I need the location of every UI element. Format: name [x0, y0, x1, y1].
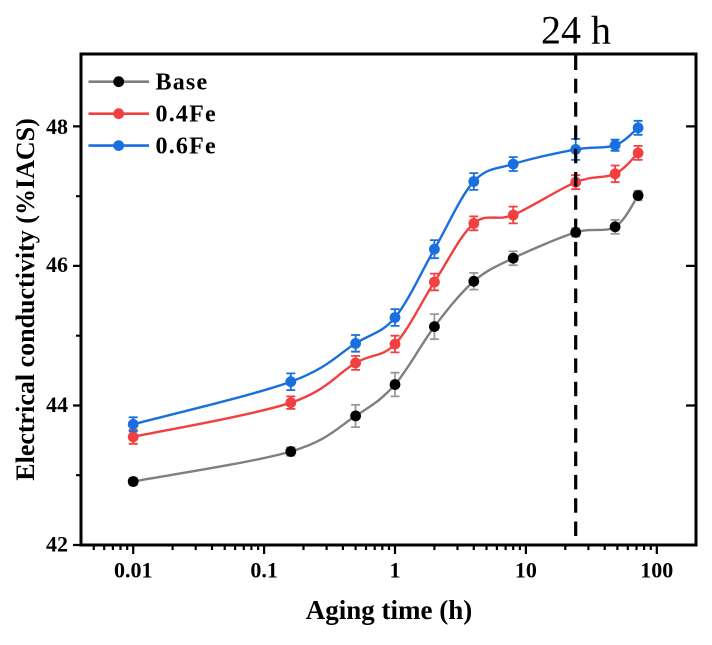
svg-text:42: 42 [46, 531, 68, 556]
svg-text:10: 10 [515, 558, 537, 583]
svg-text:Aging time (h): Aging time (h) [306, 595, 472, 625]
svg-text:44: 44 [46, 392, 68, 417]
svg-text:0.6Fe: 0.6Fe [156, 134, 217, 160]
svg-text:0.4Fe: 0.4Fe [156, 102, 217, 128]
svg-text:Electrical conductivity (%IACS: Electrical conductivity (%IACS) [11, 118, 40, 481]
svg-text:0.01: 0.01 [114, 558, 153, 583]
svg-text:100: 100 [640, 558, 673, 583]
svg-text:0.1: 0.1 [250, 558, 278, 583]
svg-text:1: 1 [390, 558, 401, 583]
svg-text:24 h: 24 h [541, 8, 611, 53]
svg-text:Base: Base [156, 70, 209, 96]
svg-text:48: 48 [46, 114, 68, 139]
svg-text:46: 46 [46, 252, 68, 277]
